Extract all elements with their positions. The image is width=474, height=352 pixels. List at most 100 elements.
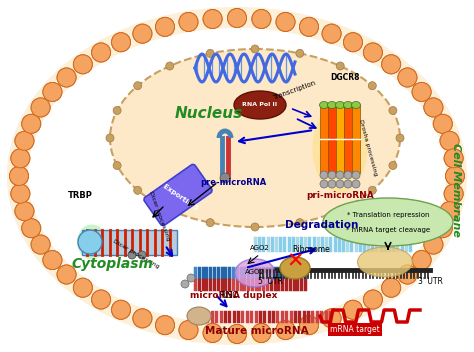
Circle shape xyxy=(252,323,271,342)
Circle shape xyxy=(15,202,34,221)
Circle shape xyxy=(228,325,246,344)
Circle shape xyxy=(133,24,152,43)
Ellipse shape xyxy=(336,101,345,108)
Circle shape xyxy=(412,251,431,270)
Circle shape xyxy=(336,62,344,70)
Text: ✕: ✕ xyxy=(286,252,304,272)
Circle shape xyxy=(166,206,174,214)
Circle shape xyxy=(111,300,130,319)
Circle shape xyxy=(91,290,110,309)
Circle shape xyxy=(444,184,463,203)
Circle shape xyxy=(396,134,404,142)
Circle shape xyxy=(398,265,417,284)
Ellipse shape xyxy=(357,247,412,277)
Text: Drosha processing: Drosha processing xyxy=(358,119,378,177)
Circle shape xyxy=(322,309,341,328)
Ellipse shape xyxy=(28,28,446,324)
Circle shape xyxy=(412,82,431,101)
Circle shape xyxy=(11,184,30,203)
Circle shape xyxy=(179,12,198,31)
FancyBboxPatch shape xyxy=(144,164,212,226)
Circle shape xyxy=(276,12,295,31)
Circle shape xyxy=(133,309,152,328)
Circle shape xyxy=(57,68,76,87)
Circle shape xyxy=(276,12,295,31)
Circle shape xyxy=(73,278,92,297)
Circle shape xyxy=(43,251,62,270)
Circle shape xyxy=(228,8,246,27)
Circle shape xyxy=(155,316,174,335)
Circle shape xyxy=(440,202,459,221)
Circle shape xyxy=(113,162,121,170)
Circle shape xyxy=(412,82,431,101)
Circle shape xyxy=(344,33,363,52)
Circle shape xyxy=(444,149,463,168)
Circle shape xyxy=(134,186,142,194)
Circle shape xyxy=(444,184,463,203)
Circle shape xyxy=(296,219,304,227)
Text: Dicer processing: Dicer processing xyxy=(112,238,160,269)
Circle shape xyxy=(15,202,34,221)
Circle shape xyxy=(328,171,336,179)
Circle shape xyxy=(179,321,198,340)
Circle shape xyxy=(364,290,383,309)
Circle shape xyxy=(155,17,174,36)
Circle shape xyxy=(344,33,363,52)
Circle shape xyxy=(398,265,417,284)
Circle shape xyxy=(73,55,92,74)
Text: microRNA duplex: microRNA duplex xyxy=(190,291,277,300)
Circle shape xyxy=(252,10,271,29)
Circle shape xyxy=(22,114,41,133)
Circle shape xyxy=(344,180,352,188)
Circle shape xyxy=(412,251,431,270)
Ellipse shape xyxy=(77,225,107,259)
Circle shape xyxy=(9,166,28,186)
Circle shape xyxy=(73,278,92,297)
Text: Cytoplasm: Cytoplasm xyxy=(72,257,154,271)
Circle shape xyxy=(424,235,443,254)
Circle shape xyxy=(73,55,92,74)
Text: Exportin 5: Exportin 5 xyxy=(162,183,199,211)
Circle shape xyxy=(382,278,401,297)
Ellipse shape xyxy=(323,198,453,246)
Circle shape xyxy=(336,171,344,179)
Circle shape xyxy=(179,321,198,340)
Circle shape xyxy=(11,149,30,168)
Circle shape xyxy=(11,184,30,203)
Circle shape xyxy=(368,82,376,90)
Circle shape xyxy=(57,265,76,284)
Circle shape xyxy=(368,186,376,194)
Circle shape xyxy=(344,300,363,319)
Circle shape xyxy=(106,134,114,142)
Circle shape xyxy=(251,45,259,53)
Circle shape xyxy=(276,321,295,340)
Text: DGCR8: DGCR8 xyxy=(330,73,359,82)
Circle shape xyxy=(320,171,328,179)
Text: * mRNA target cleavage: * mRNA target cleavage xyxy=(346,227,430,233)
Circle shape xyxy=(15,131,34,150)
Ellipse shape xyxy=(234,91,286,119)
Circle shape xyxy=(203,10,222,29)
Circle shape xyxy=(78,230,102,254)
Circle shape xyxy=(364,43,383,62)
Text: Mature microRNA: Mature microRNA xyxy=(205,326,309,336)
Text: Degradation: Degradation xyxy=(285,220,358,230)
Circle shape xyxy=(300,17,319,36)
Ellipse shape xyxy=(187,307,211,325)
Circle shape xyxy=(251,223,259,231)
Circle shape xyxy=(111,300,130,319)
Circle shape xyxy=(389,107,397,114)
Circle shape xyxy=(364,43,383,62)
Ellipse shape xyxy=(344,101,353,108)
Circle shape xyxy=(138,251,146,259)
Circle shape xyxy=(446,166,465,186)
Text: pri-microRNA: pri-microRNA xyxy=(306,191,374,200)
Circle shape xyxy=(11,149,30,168)
Circle shape xyxy=(203,323,222,342)
Circle shape xyxy=(352,180,360,188)
Text: Dicer processing: Dicer processing xyxy=(148,190,171,241)
Circle shape xyxy=(15,131,34,150)
Circle shape xyxy=(57,265,76,284)
Circle shape xyxy=(389,162,397,170)
Circle shape xyxy=(203,323,222,342)
